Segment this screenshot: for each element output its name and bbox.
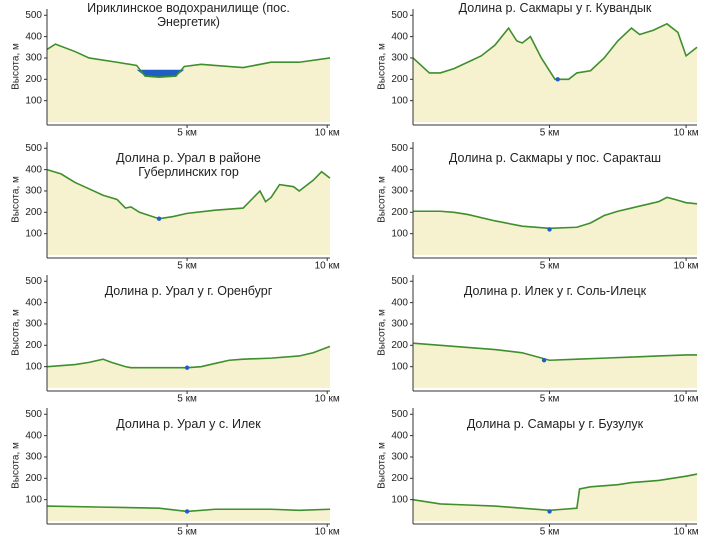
x-tick-label: 5 км bbox=[177, 128, 197, 139]
chart-title: Долина р. Урал в районе Губерлинских гор bbox=[116, 151, 261, 179]
y-tick-label: 500 bbox=[391, 10, 408, 21]
y-tick-label: 500 bbox=[25, 409, 42, 420]
terrain-fill bbox=[47, 506, 330, 521]
y-tick-label: 500 bbox=[391, 409, 408, 420]
x-tick-label: 10 км bbox=[673, 261, 698, 272]
river bbox=[555, 77, 560, 82]
x-tick-label: 10 км bbox=[673, 128, 698, 139]
y-tick-label: 100 bbox=[25, 95, 42, 106]
terrain-line bbox=[46, 168, 331, 220]
x-tick-label: 10 км bbox=[315, 394, 340, 405]
y-tick-label: 300 bbox=[391, 186, 408, 197]
terrain-line bbox=[412, 473, 698, 512]
river bbox=[547, 509, 552, 514]
y-tick-label: 200 bbox=[391, 473, 408, 484]
y-axis-label: Высота, м bbox=[11, 43, 22, 90]
y-tick-label: 100 bbox=[25, 494, 42, 505]
reservoir bbox=[136, 69, 185, 78]
y-tick-label: 200 bbox=[25, 473, 42, 484]
river bbox=[184, 509, 190, 514]
y-tick-label: 300 bbox=[391, 452, 408, 463]
y-axis-label: Высота, м bbox=[11, 442, 22, 489]
y-tick-label: 200 bbox=[391, 207, 408, 218]
river bbox=[156, 216, 162, 221]
y-tick-label: 100 bbox=[25, 228, 42, 239]
x-tick-label: 5 км bbox=[540, 527, 560, 538]
y-axis-label: Высота, м bbox=[377, 442, 388, 489]
y-tick-label: 200 bbox=[25, 340, 42, 351]
y-axis-label: Высота, м bbox=[11, 176, 22, 223]
y-axis-label: Высота, м bbox=[377, 43, 388, 90]
y-tick-label: 300 bbox=[25, 186, 42, 197]
chart-title: Долина р. Урал у г. Оренбург bbox=[104, 284, 273, 298]
y-axis-label: Высота, м bbox=[11, 309, 22, 356]
y-tick-label: 400 bbox=[25, 31, 42, 42]
y-tick-label: 500 bbox=[391, 143, 408, 154]
terrain-line bbox=[46, 43, 331, 78]
terrain-line bbox=[412, 22, 698, 81]
y-tick-label: 400 bbox=[25, 297, 42, 308]
x-tick-label: 10 км bbox=[315, 527, 340, 538]
x-tick-label: 5 км bbox=[540, 261, 560, 272]
x-tick-label: 5 км bbox=[177, 394, 197, 405]
terrain-fill bbox=[413, 23, 697, 122]
y-tick-label: 100 bbox=[391, 494, 408, 505]
terrain-line bbox=[412, 342, 697, 362]
y-axis-label: Высота, м bbox=[377, 176, 388, 223]
y-tick-label: 300 bbox=[25, 53, 42, 64]
chart-title: Ириклинское водохранилище (пос. Энергети… bbox=[87, 1, 290, 29]
y-tick-label: 400 bbox=[25, 430, 42, 441]
y-tick-label: 200 bbox=[391, 340, 408, 351]
y-tick-label: 400 bbox=[391, 297, 408, 308]
y-tick-label: 300 bbox=[391, 53, 408, 64]
y-tick-label: 300 bbox=[25, 452, 42, 463]
y-tick-label: 200 bbox=[25, 207, 42, 218]
y-tick-label: 200 bbox=[391, 74, 408, 85]
chart-title: Долина р. Урал у с. Илек bbox=[116, 417, 261, 431]
terrain-line bbox=[46, 505, 331, 513]
y-tick-label: 100 bbox=[391, 95, 408, 106]
x-tick-label: 5 км bbox=[177, 261, 197, 272]
y-tick-label: 100 bbox=[25, 361, 42, 372]
x-tick-label: 10 км bbox=[315, 128, 340, 139]
terrain-fill bbox=[413, 197, 697, 255]
y-tick-label: 400 bbox=[391, 164, 408, 175]
terrain-fill bbox=[413, 474, 697, 521]
y-tick-label: 400 bbox=[391, 430, 408, 441]
terrain-line bbox=[413, 196, 698, 230]
chart-title: Долина р. Самары у г. Бузулук bbox=[466, 417, 644, 431]
y-tick-label: 100 bbox=[391, 361, 408, 372]
y-tick-label: 500 bbox=[25, 276, 42, 287]
y-tick-label: 500 bbox=[391, 276, 408, 287]
terrain-fill bbox=[47, 44, 330, 122]
chart-title: Долина р. Сакмары у г. Кувандык bbox=[458, 1, 652, 15]
x-tick-label: 10 км bbox=[673, 394, 698, 405]
river bbox=[184, 365, 190, 370]
y-tick-label: 400 bbox=[25, 164, 42, 175]
y-tick-label: 200 bbox=[25, 74, 42, 85]
chart-title: Долина р. Сакмары у пос. Саракташ bbox=[448, 151, 662, 165]
x-tick-label: 5 км bbox=[540, 394, 560, 405]
terrain-fill bbox=[413, 343, 697, 388]
river bbox=[547, 227, 552, 232]
y-tick-label: 500 bbox=[25, 10, 42, 21]
x-tick-label: 10 км bbox=[315, 261, 340, 272]
y-tick-label: 300 bbox=[25, 319, 42, 330]
chart-title: Долина р. Илек у г. Соль-Илецк bbox=[463, 284, 647, 298]
x-tick-label: 5 км bbox=[540, 128, 560, 139]
y-axis-label: Высота, м bbox=[377, 309, 388, 356]
terrain-fill bbox=[47, 169, 330, 255]
y-tick-label: 300 bbox=[391, 319, 408, 330]
y-tick-label: 400 bbox=[391, 31, 408, 42]
y-tick-label: 500 bbox=[25, 143, 42, 154]
river bbox=[541, 358, 547, 363]
x-tick-label: 10 км bbox=[673, 527, 698, 538]
x-tick-label: 5 км bbox=[177, 527, 197, 538]
y-tick-label: 100 bbox=[391, 228, 408, 239]
terrain-fill bbox=[47, 346, 330, 388]
